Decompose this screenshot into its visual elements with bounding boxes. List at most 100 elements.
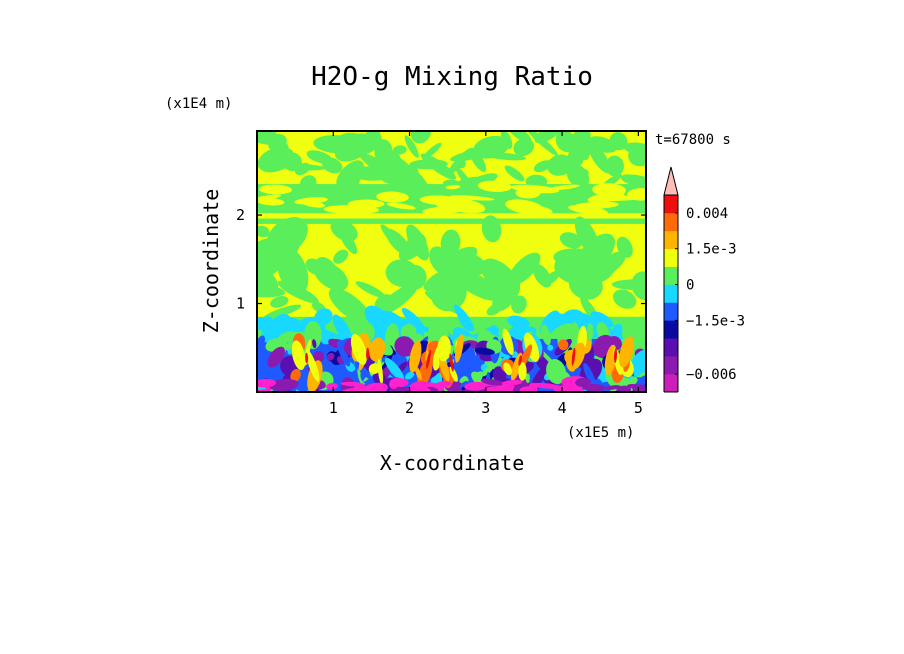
field-contour <box>547 344 554 351</box>
field-contour <box>586 323 594 342</box>
field-contour <box>376 191 409 203</box>
colorbar-band <box>664 212 678 232</box>
colorbar-tick-label: 0 <box>686 278 694 294</box>
field-contour <box>435 198 465 210</box>
field-contour <box>261 368 274 379</box>
y-axis: 12 <box>236 206 646 313</box>
field-contour <box>555 131 577 153</box>
field-contour <box>503 362 512 376</box>
field-contour <box>268 134 287 152</box>
colorbar-band <box>664 356 678 375</box>
field-contour <box>582 384 606 392</box>
field-contour <box>271 313 292 334</box>
field-contour <box>590 311 614 328</box>
field-contour <box>481 365 494 377</box>
field-contour <box>604 385 621 390</box>
field-contour <box>257 378 276 388</box>
colorbar-band <box>664 195 678 214</box>
field-contour <box>269 378 299 392</box>
field-contour <box>258 184 293 195</box>
y-tick-label: 1 <box>236 295 245 313</box>
field-contour <box>454 333 464 363</box>
field-contour <box>385 259 420 288</box>
field-contour <box>299 175 317 191</box>
field-contour <box>291 340 306 371</box>
field-contour <box>294 197 328 205</box>
colorbar-tick-label: −1.5e-3 <box>686 313 745 329</box>
field-contour <box>312 351 325 363</box>
x-tick-label: 2 <box>405 399 414 417</box>
field-contour <box>354 361 372 380</box>
field-contour <box>389 377 409 387</box>
field-contour <box>332 314 352 342</box>
field-contour <box>369 337 386 362</box>
x-axis-label: X-coordinate <box>380 451 525 475</box>
field-contour <box>609 132 628 151</box>
field-contour <box>440 229 461 256</box>
field-contour <box>518 362 527 381</box>
field-contour <box>376 282 419 317</box>
field-contour <box>447 264 474 308</box>
field-contour <box>373 139 393 159</box>
field-contour <box>340 381 365 387</box>
field-contour <box>277 280 319 304</box>
field-contour <box>454 304 475 332</box>
field-contour <box>409 340 422 373</box>
field-contour <box>559 232 583 249</box>
field-contour <box>568 205 608 216</box>
colorbar-tick-label: 0.004 <box>686 206 728 222</box>
field-contour <box>587 192 625 203</box>
field-contour <box>481 215 502 243</box>
field-contour <box>542 313 565 330</box>
field-contour <box>385 228 412 257</box>
field-contour <box>257 225 270 238</box>
colorbar-tick-label: 1.5e-3 <box>686 242 737 258</box>
field-contour <box>469 147 487 173</box>
field-contour <box>510 184 560 194</box>
field-contour <box>613 348 618 363</box>
field-band <box>257 218 646 224</box>
mixing-ratio-field <box>257 131 646 392</box>
field-contour <box>533 160 552 173</box>
field-contour <box>426 349 432 369</box>
field-contour <box>583 363 597 388</box>
field-contour <box>404 371 415 380</box>
field-contour <box>500 131 513 149</box>
field-contour <box>336 160 364 189</box>
field-contour <box>518 355 522 366</box>
field-contour <box>392 145 407 155</box>
field-contour <box>574 216 600 258</box>
x-axis: 1 2 3 4 5 <box>329 131 643 417</box>
colorbar: 0.004 1.5e-3 0 −1.5e-3 −0.006 <box>663 166 745 393</box>
field-contour <box>368 363 381 375</box>
field-contour <box>631 271 646 301</box>
y-unit-label: (x1E4 m) <box>165 96 232 112</box>
field-contour <box>305 352 309 364</box>
field-contour <box>435 381 452 388</box>
field-contour <box>377 358 384 385</box>
field-contour <box>328 288 372 325</box>
colorbar-band <box>664 230 678 250</box>
field-contour <box>460 173 498 192</box>
field-contour <box>386 202 416 210</box>
plot-area <box>257 131 646 392</box>
field-contour <box>384 357 405 381</box>
colorbar-band <box>664 320 678 339</box>
field-contour <box>313 261 349 291</box>
field-contour <box>507 315 530 329</box>
field-contour <box>337 340 351 367</box>
field-contour <box>449 195 495 201</box>
colorbar-tick-label: −0.006 <box>686 367 737 383</box>
field-contour <box>270 296 289 308</box>
field-contour <box>477 180 512 193</box>
field-contour <box>423 263 475 292</box>
field-contour <box>480 151 527 161</box>
field-contour <box>326 352 335 361</box>
field-contour <box>575 377 591 388</box>
field-contour <box>480 378 504 386</box>
field-contour <box>505 199 545 215</box>
field-contour <box>355 281 386 298</box>
field-contour <box>410 131 431 144</box>
field-contour <box>294 162 311 176</box>
